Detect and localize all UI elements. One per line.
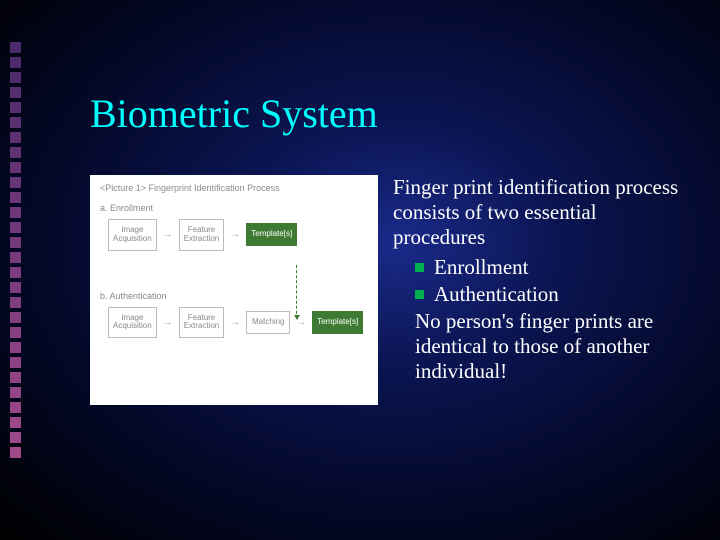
- dashed-arrow-icon: [296, 265, 297, 319]
- arrow-icon: →: [230, 229, 240, 240]
- box-image-acq-1: ImageAcquisition: [108, 219, 157, 251]
- decoration-square: [10, 102, 21, 113]
- box-template-2: Template[s]: [312, 311, 363, 334]
- decoration-square: [10, 387, 21, 398]
- bullet-item-2: Authentication: [415, 282, 690, 307]
- slide-title: Biometric System: [90, 90, 378, 137]
- decoration-square: [10, 267, 21, 278]
- tail-text: No person's finger prints are identical …: [393, 309, 690, 385]
- arrow-icon: →: [163, 229, 173, 240]
- decoration-square: [10, 147, 21, 158]
- authentication-row: ImageAcquisition → FeatureExtraction → M…: [108, 307, 368, 339]
- decoration-square: [10, 42, 21, 53]
- decoration-square: [10, 432, 21, 443]
- decoration-square: [10, 192, 21, 203]
- box-template-1: Template[s]: [246, 223, 297, 246]
- content-area: <Picture 1> Fingerprint Identification P…: [90, 175, 690, 405]
- section-a-label: a. Enrollment: [100, 203, 368, 213]
- arrow-icon: →: [230, 317, 240, 328]
- decoration-square: [10, 87, 21, 98]
- decoration-square: [10, 207, 21, 218]
- decoration-square: [10, 297, 21, 308]
- arrow-icon: →: [163, 317, 173, 328]
- decoration-square: [10, 117, 21, 128]
- decoration-square: [10, 357, 21, 368]
- box-image-acq-2: ImageAcquisition: [108, 307, 157, 339]
- decoration-square: [10, 57, 21, 68]
- text-content: Finger print identification process cons…: [393, 175, 690, 405]
- decoration-square: [10, 342, 21, 353]
- decoration-square: [10, 222, 21, 233]
- decoration-square: [10, 252, 21, 263]
- diagram-heading: <Picture 1> Fingerprint Identification P…: [100, 183, 368, 193]
- section-b-label: b. Authentication: [100, 291, 368, 301]
- decoration-square: [10, 402, 21, 413]
- decoration-square: [10, 327, 21, 338]
- box-feature-ext-1: FeatureExtraction: [179, 219, 225, 251]
- decoration-square: [10, 177, 21, 188]
- decoration-square: [10, 237, 21, 248]
- decoration-square: [10, 282, 21, 293]
- enrollment-row: ImageAcquisition → FeatureExtraction → T…: [108, 219, 368, 251]
- bullet-square-icon: [415, 263, 424, 272]
- decoration-square: [10, 417, 21, 428]
- side-decoration-squares: [10, 42, 21, 458]
- intro-span: Finger print identification process cons…: [393, 175, 678, 249]
- fingerprint-diagram: <Picture 1> Fingerprint Identification P…: [90, 175, 378, 405]
- bullet-square-icon: [415, 290, 424, 299]
- decoration-square: [10, 312, 21, 323]
- intro-text: Finger print identification process cons…: [393, 175, 690, 251]
- bullet-1-text: Enrollment: [434, 255, 528, 280]
- decoration-square: [10, 162, 21, 173]
- bullet-item-1: Enrollment: [415, 255, 690, 280]
- decoration-square: [10, 132, 21, 143]
- box-matching: Matching: [246, 311, 290, 334]
- decoration-square: [10, 72, 21, 83]
- decoration-square: [10, 447, 21, 458]
- decoration-square: [10, 372, 21, 383]
- bullet-2-text: Authentication: [434, 282, 559, 307]
- box-feature-ext-2: FeatureExtraction: [179, 307, 225, 339]
